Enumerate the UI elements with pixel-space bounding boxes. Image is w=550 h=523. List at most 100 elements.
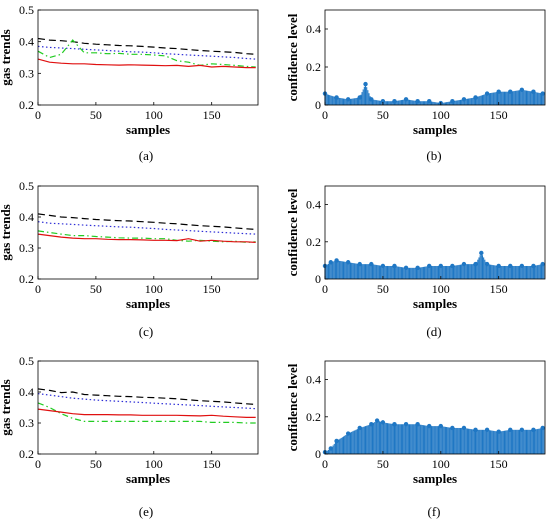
y-tick-label: 0.4 (306, 22, 321, 36)
data-point (380, 263, 386, 269)
panel-c: 0 50 100 150 0.2 0.3 0.4 0.5 samples gas trends (… (0, 179, 259, 339)
plot-e: 0 50 100 150 0.2 0.3 0.4 0.5 samples gas trends (0, 354, 259, 486)
axes-box (37, 360, 259, 455)
data-point (363, 81, 368, 87)
x-tick-label: 100 (145, 282, 163, 296)
data-point (479, 250, 484, 256)
y-tick-label: 0.3 (19, 66, 34, 80)
data-point (374, 418, 380, 423)
data-point (473, 427, 478, 433)
series-line-black-dashed (37, 213, 256, 230)
data-point (328, 446, 333, 451)
x-tick-label: 150 (490, 108, 508, 122)
x-tick-label: 100 (432, 282, 450, 296)
y-tick-label: 0.4 (19, 210, 34, 224)
y-tick-label: 0.2 (19, 98, 34, 112)
data-point (334, 438, 339, 444)
x-tick-label: 0 (35, 282, 41, 296)
series-line-green-dashdot (37, 39, 256, 68)
data-point (438, 263, 443, 269)
data-point (461, 425, 467, 431)
x-tick-label: 150 (490, 282, 508, 296)
series-line-black-dashed (37, 388, 256, 405)
data-point (403, 422, 409, 427)
y-axis-label: gas trends (0, 204, 13, 260)
y-tick-label: 0.5 (19, 354, 34, 368)
data-point (392, 263, 397, 269)
data-point (461, 261, 467, 267)
data-point (328, 260, 333, 265)
y-tick-label: 0.4 (19, 35, 34, 49)
x-axis-label: samples (126, 471, 170, 486)
data-point (369, 422, 374, 427)
data-point (531, 89, 536, 94)
caption-a: (a) (139, 148, 153, 163)
y-axis-label: gas trends (0, 379, 13, 435)
data-point (345, 260, 351, 265)
y-tick-label: 0.2 (19, 272, 34, 286)
data-point (508, 89, 513, 94)
plot-d: 0 50 100 150 0 0.2 0.4 samples confidence level (285, 185, 546, 311)
y-tick-label: 0 (315, 272, 321, 286)
data-point (345, 97, 351, 102)
x-tick-label: 50 (90, 457, 102, 471)
series-line-green-dashdot (37, 230, 256, 244)
x-axis-label: samples (126, 122, 170, 137)
data-point (540, 261, 545, 267)
series-line-green-dashdot (37, 402, 256, 424)
axes-box (37, 9, 259, 106)
x-tick-label: 150 (203, 108, 221, 122)
y-tick-label: 0.2 (306, 410, 321, 424)
data-point (531, 263, 536, 269)
data-point (345, 431, 351, 436)
y-tick-label: 0.5 (19, 3, 34, 17)
data-point (450, 99, 455, 104)
x-tick-label: 100 (145, 108, 163, 122)
data-point (540, 425, 545, 431)
x-tick-label: 0 (322, 108, 328, 122)
data-point (415, 99, 420, 104)
axes-box (37, 185, 259, 280)
data-point (357, 95, 362, 100)
data-point (519, 427, 525, 433)
axes-box (324, 9, 546, 106)
data-point (403, 97, 409, 102)
y-tick-label: 0.5 (19, 179, 34, 193)
data-point (484, 427, 490, 433)
x-axis-label: samples (126, 296, 170, 311)
data-point (519, 263, 525, 269)
x-tick-label: 100 (145, 457, 163, 471)
x-axis-label: samples (413, 471, 457, 486)
data-point (450, 263, 455, 269)
y-axis-label: confidence level (285, 13, 300, 101)
plot-a: 0 50 100 150 0.2 0.3 0.4 0.5 samples gas trends (0, 3, 259, 137)
data-point (473, 261, 478, 267)
data-point (508, 263, 513, 269)
x-tick-label: 150 (490, 457, 508, 471)
axes-box (324, 360, 546, 455)
panel-e: 0 50 100 150 0.2 0.3 0.4 0.5 samples gas trends (… (0, 354, 259, 519)
axes-box (324, 185, 546, 280)
x-tick-label: 50 (377, 108, 389, 122)
y-tick-label: 0.2 (306, 235, 321, 249)
data-point (334, 95, 339, 100)
data-point (427, 423, 432, 429)
data-point (369, 97, 374, 102)
x-tick-label: 50 (90, 282, 102, 296)
data-point (461, 97, 467, 102)
data-point (508, 427, 513, 433)
y-tick-label: 0.2 (306, 60, 321, 74)
y-axis-label: gas trends (0, 29, 13, 85)
caption-d: (d) (426, 324, 441, 339)
caption-e: (e) (139, 504, 153, 519)
x-tick-label: 100 (432, 108, 450, 122)
caption-f: (f) (428, 504, 441, 519)
series-line-blue-dotted (37, 45, 256, 60)
data-point (484, 261, 490, 267)
data-point (450, 425, 455, 431)
data-point (427, 99, 432, 104)
x-tick-label: 100 (432, 457, 450, 471)
data-point (369, 261, 374, 267)
